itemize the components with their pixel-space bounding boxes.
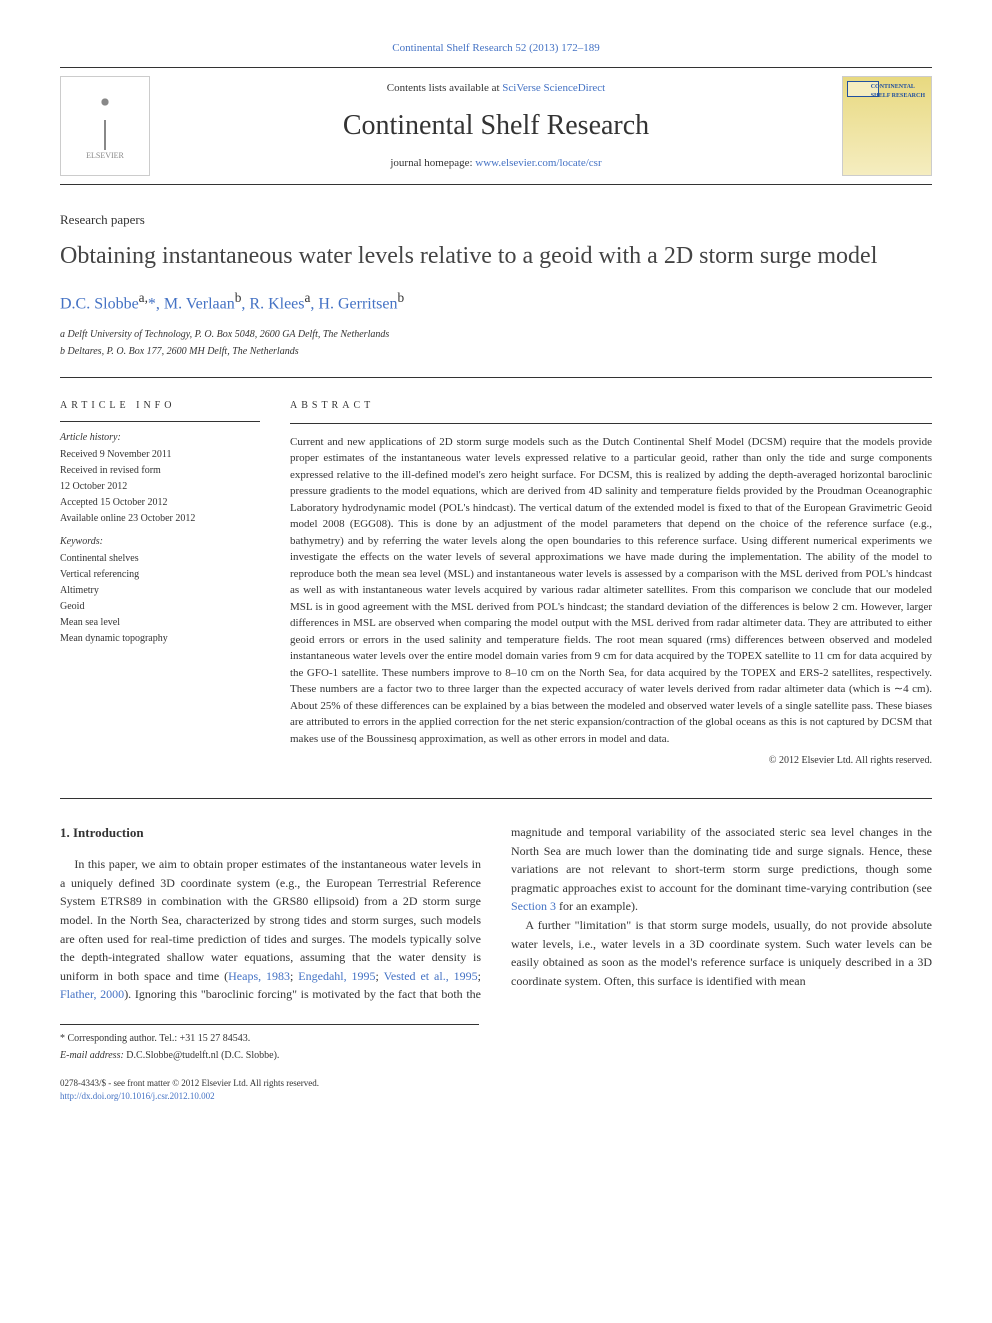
cover-label-1: CONTINENTAL bbox=[871, 84, 915, 90]
sep2: ; bbox=[376, 969, 384, 983]
keyword-0: Continental shelves bbox=[60, 551, 260, 566]
keyword-4: Mean sea level bbox=[60, 615, 260, 630]
cite-flather-2000[interactable]: Flather, 2000 bbox=[60, 987, 124, 1001]
corresponding-email[interactable]: D.C.Slobbe@tudelft.nl bbox=[126, 1050, 218, 1061]
author-4-aff: b bbox=[398, 290, 405, 305]
email-line: E-mail address: D.C.Slobbe@tudelft.nl (D… bbox=[60, 1048, 479, 1063]
affiliation-a: a Delft University of Technology, P. O. … bbox=[60, 327, 932, 342]
homepage-prefix: journal homepage: bbox=[390, 157, 475, 169]
journal-header: ELSEVIER Contents lists available at Sci… bbox=[60, 67, 932, 185]
contents-prefix: Contents lists available at bbox=[387, 82, 502, 94]
affiliation-b: b Deltares, P. O. Box 177, 2600 MH Delft… bbox=[60, 344, 932, 359]
header-center: Contents lists available at SciVerse Sci… bbox=[150, 80, 842, 171]
received-date: Received 9 November 2011 bbox=[60, 447, 260, 462]
elsevier-label: ELSEVIER bbox=[86, 150, 124, 162]
body-columns: 1. Introduction In this paper, we aim to… bbox=[60, 823, 932, 1004]
elsevier-tree-icon bbox=[80, 90, 130, 150]
corresponding-footnote: * Corresponding author. Tel.: +31 15 27 … bbox=[60, 1024, 479, 1063]
page-footer: 0278-4343/$ - see front matter © 2012 El… bbox=[60, 1077, 932, 1102]
history-label: Article history: bbox=[60, 430, 260, 445]
author-1-aff: a, bbox=[139, 290, 148, 305]
email-label: E-mail address: bbox=[60, 1050, 126, 1061]
author-list: D.C. Slobbea,*, M. Verlaanb, R. Kleesa, … bbox=[60, 288, 932, 316]
affiliations: a Delft University of Technology, P. O. … bbox=[60, 327, 932, 359]
abstract-text: Current and new applications of 2D storm… bbox=[290, 434, 932, 748]
sep3: ; bbox=[478, 969, 481, 983]
elsevier-logo: ELSEVIER bbox=[60, 76, 150, 176]
article-info: article info Article history: Received 9… bbox=[60, 398, 260, 769]
keyword-3: Geoid bbox=[60, 599, 260, 614]
journal-title: Continental Shelf Research bbox=[170, 105, 822, 147]
running-header-link[interactable]: Continental Shelf Research 52 (2013) 172… bbox=[392, 42, 599, 54]
revised-line-1: Received in revised form bbox=[60, 463, 260, 478]
keyword-1: Vertical referencing bbox=[60, 567, 260, 582]
paper-title: Obtaining instantaneous water levels rel… bbox=[60, 241, 932, 272]
homepage-link[interactable]: www.elsevier.com/locate/csr bbox=[475, 157, 601, 169]
intro-heading: 1. Introduction bbox=[60, 823, 481, 843]
contents-list-line: Contents lists available at SciVerse Sci… bbox=[170, 80, 822, 97]
abstract-divider bbox=[290, 423, 932, 424]
email-suffix: (D.C. Slobbe). bbox=[221, 1050, 279, 1061]
article-info-heading: article info bbox=[60, 398, 260, 413]
author-1-corresponding[interactable]: * bbox=[148, 296, 156, 313]
info-abstract-row: article info Article history: Received 9… bbox=[60, 377, 932, 769]
running-header: Continental Shelf Research 52 (2013) 172… bbox=[60, 40, 932, 57]
online-date: Available online 23 October 2012 bbox=[60, 511, 260, 526]
keywords-label: Keywords: bbox=[60, 534, 260, 549]
cite-vested-1995[interactable]: Vested et al., 1995 bbox=[384, 969, 478, 983]
intro-p1-d: for an example). bbox=[556, 899, 638, 913]
corresponding-author-line: * Corresponding author. Tel.: +31 15 27 … bbox=[60, 1031, 479, 1046]
front-matter-line: 0278-4343/$ - see front matter © 2012 El… bbox=[60, 1077, 932, 1090]
doi-prefix[interactable]: http://dx.doi.org/ bbox=[60, 1091, 121, 1101]
abstract-copyright: © 2012 Elsevier Ltd. All rights reserved… bbox=[290, 753, 932, 768]
journal-cover-thumbnail: CONTINENTAL SHELF RESEARCH bbox=[842, 76, 932, 176]
journal-homepage-line: journal homepage: www.elsevier.com/locat… bbox=[170, 155, 822, 172]
author-1[interactable]: D.C. Slobbe bbox=[60, 296, 139, 313]
keyword-5: Mean dynamic topography bbox=[60, 631, 260, 646]
intro-p1-a: In this paper, we aim to obtain proper e… bbox=[60, 857, 481, 964]
revised-line-2: 12 October 2012 bbox=[60, 479, 260, 494]
cite-section-3[interactable]: Section 3 bbox=[511, 899, 556, 913]
accepted-date: Accepted 15 October 2012 bbox=[60, 495, 260, 510]
cover-label-2: SHELF RESEARCH bbox=[871, 93, 925, 99]
section-label: Research papers bbox=[60, 210, 932, 230]
info-divider bbox=[60, 421, 260, 422]
intro-p1-b: uniform in both space and time ( bbox=[60, 969, 228, 983]
abstract-heading: abstract bbox=[290, 398, 932, 413]
author-3[interactable]: , R. Klees bbox=[241, 296, 304, 313]
author-2[interactable]: , M. Verlaan bbox=[156, 296, 235, 313]
body-divider bbox=[60, 798, 932, 799]
keyword-2: Altimetry bbox=[60, 583, 260, 598]
doi-line: http://dx.doi.org/10.1016/j.csr.2012.10.… bbox=[60, 1090, 932, 1103]
doi-link[interactable]: 10.1016/j.csr.2012.10.002 bbox=[121, 1091, 215, 1101]
sciencedirect-link[interactable]: SciVerse ScienceDirect bbox=[502, 82, 605, 94]
intro-p2: A further "limitation" is that storm sur… bbox=[511, 916, 932, 990]
cite-engedahl-1995[interactable]: Engedahl, 1995 bbox=[298, 969, 375, 983]
cite-heaps-1983[interactable]: Heaps, 1983 bbox=[228, 969, 290, 983]
author-4[interactable]: , H. Gerritsen bbox=[310, 296, 397, 313]
abstract: abstract Current and new applications of… bbox=[290, 398, 932, 769]
